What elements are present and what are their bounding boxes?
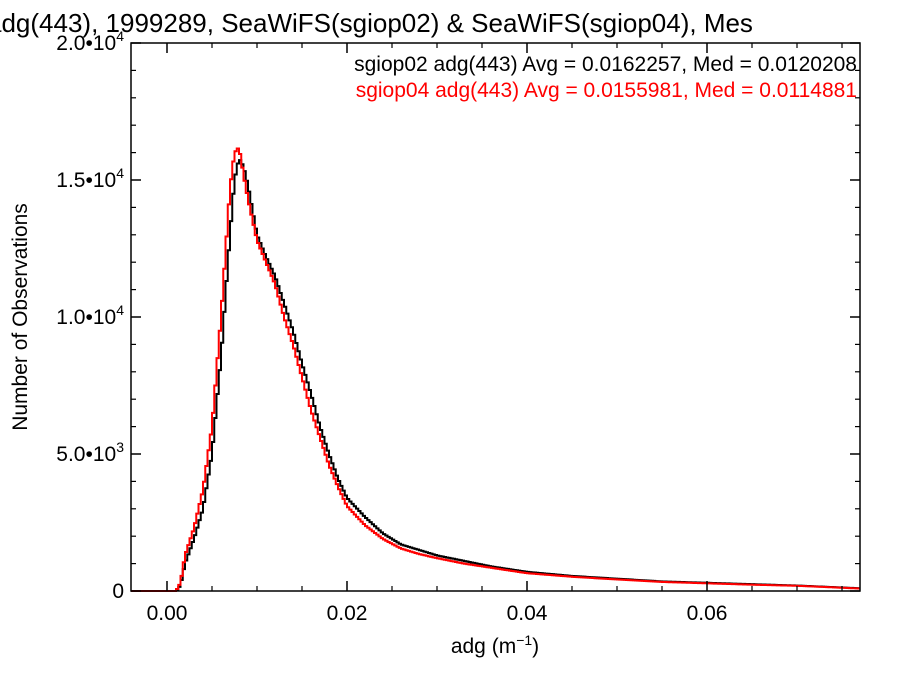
series-layer <box>131 147 860 592</box>
series-line-sgiop02 <box>131 159 860 592</box>
y-tick-label: 2.0•104 <box>56 28 124 55</box>
y-tick-label: 0 <box>112 580 124 603</box>
y-tick-label: 1.5•104 <box>56 165 124 192</box>
chart-title: adg(443), 1999289, SeaWiFS(sgiop02) & Se… <box>0 8 753 38</box>
series-line-sgiop04 <box>131 147 860 592</box>
x-tick-label: 0.00 <box>147 602 188 625</box>
x-axis-label: adg (m−1) <box>451 632 539 658</box>
y-tick-label: 5.0•103 <box>56 439 124 466</box>
y-axis-label: Number of Observations <box>9 203 32 431</box>
x-tick-label: 0.06 <box>687 602 728 625</box>
legend-entry-sgiop02: sgiop02 adg(443) Avg = 0.0162257, Med = … <box>354 53 857 76</box>
tick-layer <box>131 42 860 592</box>
plot-frame <box>130 42 861 592</box>
x-tick-label: 0.02 <box>327 602 368 625</box>
y-tick-label: 1.0•104 <box>56 302 124 329</box>
tick-label-layer: 0.00 0.02 0.04 0.06 0 5.0•103 1.0•104 1.5•104 2.… <box>56 28 727 625</box>
x-tick-label: 0.04 <box>507 602 548 625</box>
legend-entry-sgiop04: sgiop04 adg(443) Avg = 0.0155981, Med = … <box>356 79 857 102</box>
